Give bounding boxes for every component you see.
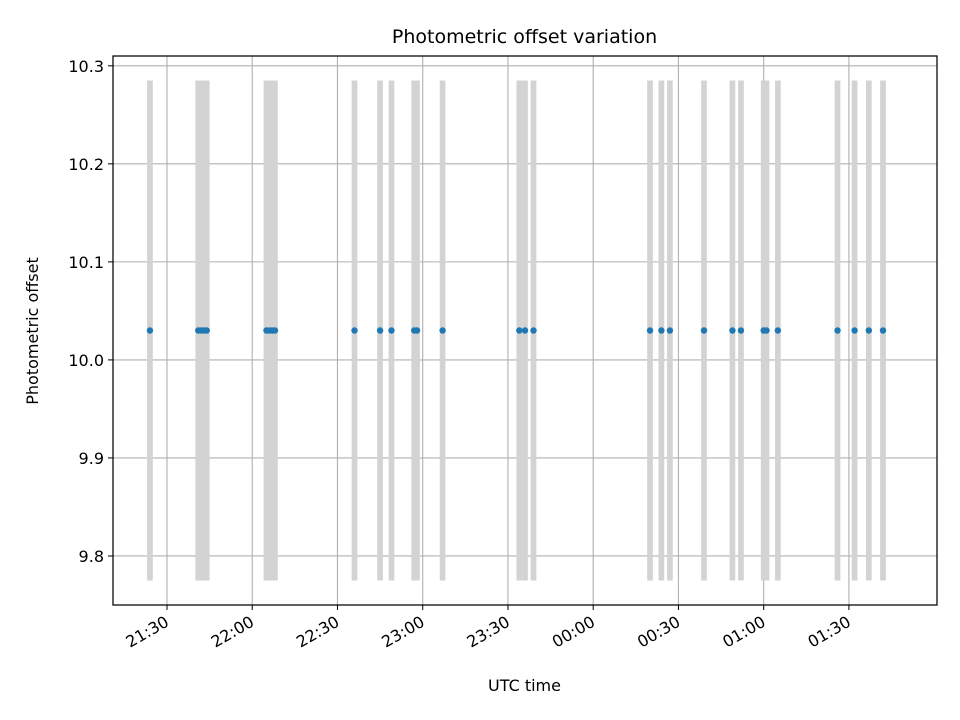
data-point [865, 327, 873, 334]
data-points [146, 327, 887, 334]
data-point [203, 327, 210, 334]
data-point [530, 327, 537, 334]
y-tick-label: 10.1 [68, 253, 104, 272]
chart-title: Photometric offset variation [392, 26, 657, 48]
y-tick-label: 9.9 [79, 449, 104, 468]
data-point [774, 327, 782, 334]
data-point [146, 327, 154, 334]
plot-frame [112, 55, 938, 606]
y-tick-label: 10.0 [68, 351, 104, 370]
data-point [658, 327, 665, 334]
data-point [834, 327, 841, 334]
data-point [521, 327, 529, 334]
x-axis-label: UTC time [488, 676, 561, 695]
y-tick-label: 10.3 [68, 57, 104, 76]
data-point [700, 327, 708, 334]
data-point [646, 327, 654, 334]
data-point [351, 327, 358, 334]
data-point [388, 327, 395, 334]
data-point [439, 327, 446, 334]
y-tick-label: 10.2 [68, 155, 104, 174]
data-point [376, 327, 384, 334]
data-point [851, 327, 858, 334]
data-point [729, 327, 736, 334]
data-point [763, 327, 770, 334]
y-axis-label: Photometric offset [23, 257, 42, 405]
data-point [271, 327, 279, 334]
data-point [413, 327, 421, 334]
data-point [879, 327, 887, 334]
data-point [737, 327, 745, 334]
data-point [666, 327, 674, 334]
data-point [516, 327, 523, 334]
y-tick-label: 9.8 [79, 547, 104, 566]
